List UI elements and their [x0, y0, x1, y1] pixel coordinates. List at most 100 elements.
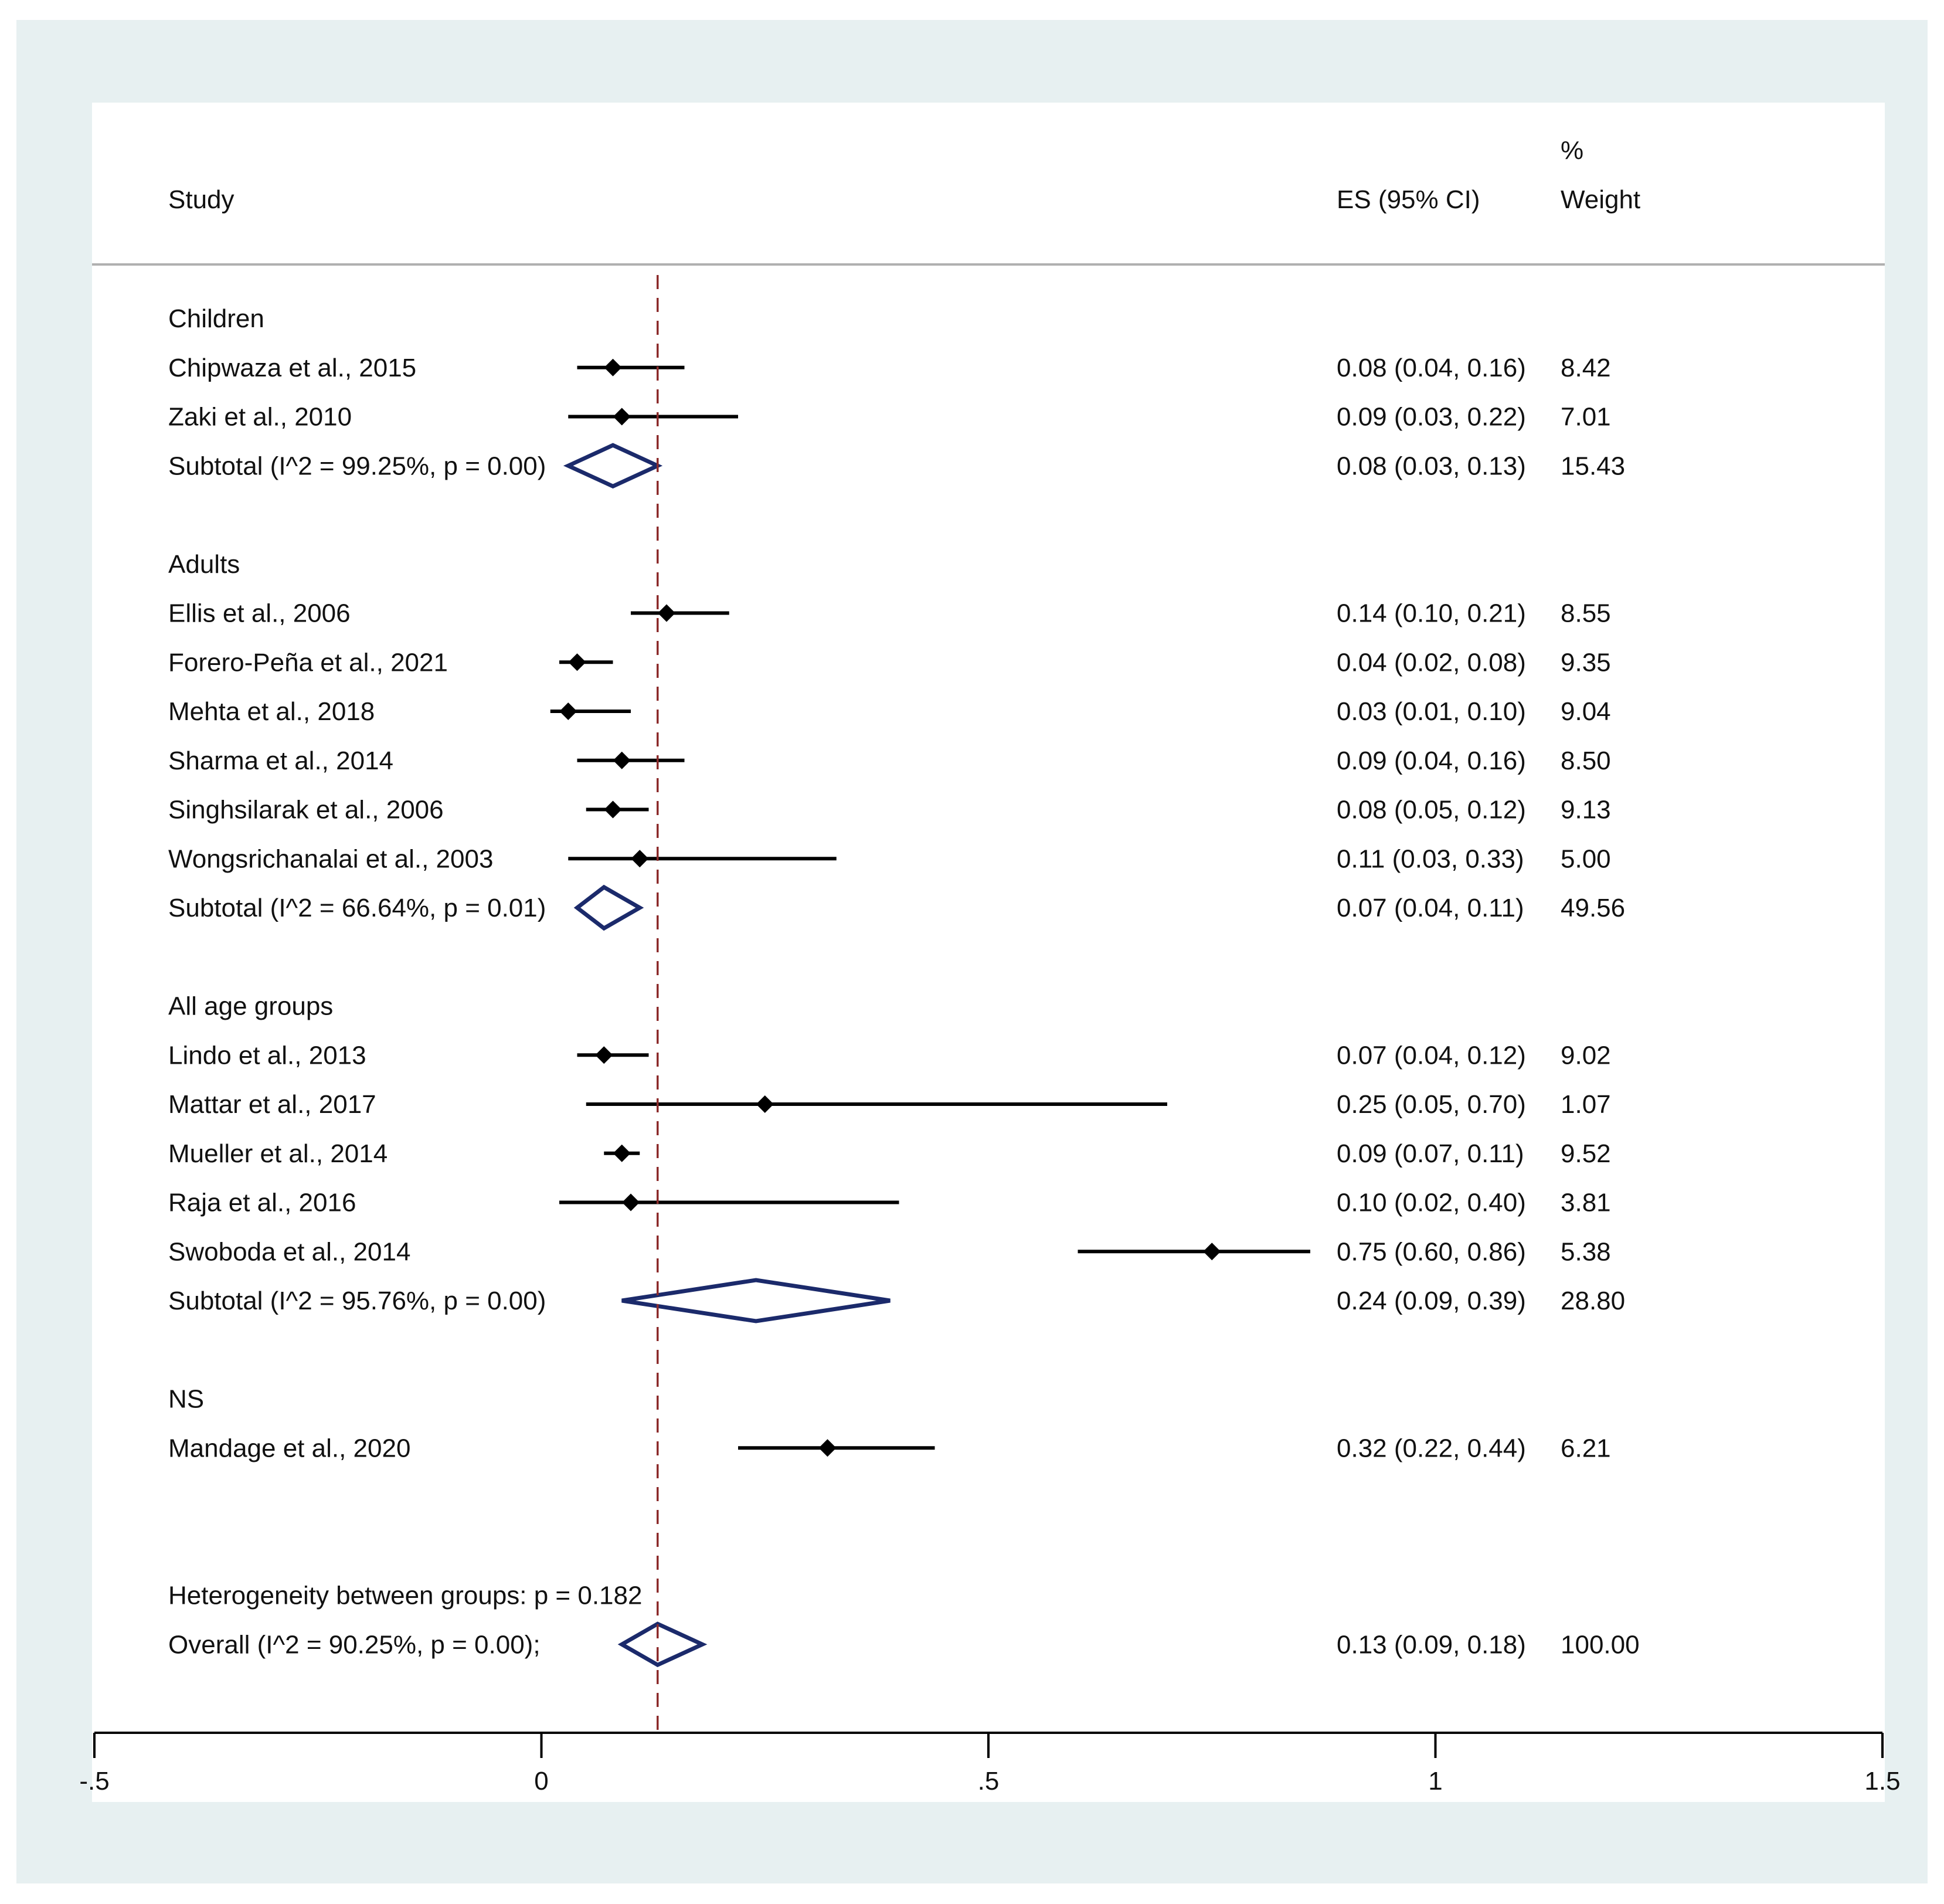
subtotal-row: Subtotal (I^2 = 95.76%, p = 0.00) 0.24 (0…: [168, 1278, 1625, 1323]
subtotal-es-ci: 0.24 (0.09, 0.39): [1337, 1287, 1526, 1315]
group-label: All age groups: [168, 992, 333, 1021]
study-es-ci: 0.11 (0.03, 0.33): [1337, 844, 1524, 873]
study-weight: 9.52: [1561, 1139, 1611, 1168]
heterogeneity-label: Heterogeneity between groups: p = 0.182: [168, 1581, 642, 1610]
study-row: Mattar et al., 2017 0.25 (0.05, 0.70) 1.07: [168, 1090, 1611, 1119]
study-weight: 7.01: [1561, 403, 1611, 432]
study-point: [604, 800, 622, 819]
figure-background: Study ES (95% CI) % Weight Children Chipw…: [16, 20, 1928, 1883]
study-row: Zaki et al., 2010 0.09 (0.03, 0.22) 7.01: [168, 403, 1611, 432]
study-row: Ellis et al., 2006 0.14 (0.10, 0.21) 8.55: [168, 599, 1611, 628]
x-tick-label: 1: [1428, 1767, 1442, 1796]
study-row: Mueller et al., 2014 0.09 (0.07, 0.11) 9.5…: [168, 1139, 1611, 1168]
study-row: Chipwaza et al., 2015 0.08 (0.04, 0.16) 8.…: [168, 354, 1611, 382]
group-1: Adults Ellis et al., 2006 0.14 (0.10, 0.21…: [168, 550, 1625, 931]
study-row: Wongsrichanalai et al., 2003 0.11 (0.03, …: [168, 844, 1611, 873]
study-label: Chipwaza et al., 2015: [168, 354, 416, 382]
study-weight: 9.04: [1561, 697, 1611, 726]
study-point: [622, 1193, 640, 1211]
study-row: Singhsilarak et al., 2006 0.08 (0.05, 0.1…: [168, 796, 1611, 824]
study-point: [756, 1095, 774, 1113]
study-weight: 3.81: [1561, 1189, 1611, 1217]
study-label: Raja et al., 2016: [168, 1189, 356, 1217]
overall-label: Overall (I^2 = 90.25%, p = 0.00);: [168, 1630, 541, 1659]
subtotal-weight: 49.56: [1561, 894, 1625, 922]
study-es-ci: 0.09 (0.07, 0.11): [1337, 1139, 1524, 1168]
x-tick-label: .5: [978, 1767, 1000, 1796]
group-label: Children: [168, 304, 264, 333]
study-point: [568, 653, 586, 671]
study-weight: 6.21: [1561, 1434, 1611, 1462]
study-row: Forero-Peña et al., 2021 0.04 (0.02, 0.08…: [168, 648, 1611, 677]
study-es-ci: 0.14 (0.10, 0.21): [1337, 599, 1526, 628]
study-es-ci: 0.03 (0.01, 0.10): [1337, 697, 1526, 726]
study-weight: 1.07: [1561, 1090, 1611, 1119]
study-point: [1203, 1243, 1221, 1261]
study-label: Mehta et al., 2018: [168, 697, 375, 726]
study-weight: 8.42: [1561, 354, 1611, 382]
header-study: Study: [168, 185, 234, 214]
subtotal-es-ci: 0.07 (0.04, 0.11): [1337, 894, 1524, 922]
study-es-ci: 0.07 (0.04, 0.12): [1337, 1041, 1526, 1070]
study-weight: 5.00: [1561, 844, 1611, 873]
x-tick-label: 1.5: [1864, 1767, 1900, 1796]
overall-diamond: [617, 1621, 708, 1668]
study-point: [818, 1439, 837, 1457]
header-weight-pct: %: [1561, 136, 1583, 165]
study-weight: 8.50: [1561, 746, 1611, 775]
study-row: Raja et al., 2016 0.10 (0.02, 0.40) 3.81: [168, 1189, 1611, 1217]
study-es-ci: 0.75 (0.60, 0.86): [1337, 1237, 1526, 1266]
study-weight: 9.35: [1561, 648, 1611, 677]
subtotal-diamond: [573, 884, 644, 931]
study-es-ci: 0.09 (0.03, 0.22): [1337, 403, 1526, 432]
study-row: Mehta et al., 2018 0.03 (0.01, 0.10) 9.04: [168, 697, 1611, 726]
study-point: [613, 408, 631, 426]
study-es-ci: 0.08 (0.05, 0.12): [1337, 796, 1526, 824]
study-point: [631, 850, 649, 868]
forest-plot: Study ES (95% CI) % Weight Children Chipw…: [79, 103, 1901, 1802]
group-3: NS Mandage et al., 2020 0.32 (0.22, 0.44) 6…: [168, 1385, 1611, 1463]
subtotal-label: Subtotal (I^2 = 66.64%, p = 0.01): [168, 894, 546, 922]
group-label: Adults: [168, 550, 240, 579]
study-label: Zaki et al., 2010: [168, 403, 352, 432]
subtotal-row: Subtotal (I^2 = 66.64%, p = 0.01) 0.07 (0…: [168, 884, 1625, 931]
study-weight: 8.55: [1561, 599, 1611, 628]
study-label: Mattar et al., 2017: [168, 1090, 376, 1119]
study-label: Ellis et al., 2006: [168, 599, 351, 628]
study-es-ci: 0.08 (0.04, 0.16): [1337, 354, 1526, 382]
rows-layer: Children Chipwaza et al., 2015 0.08 (0.04,…: [168, 304, 1640, 1668]
study-label: Wongsrichanalai et al., 2003: [168, 844, 493, 873]
study-label: Forero-Peña et al., 2021: [168, 648, 448, 677]
study-point: [595, 1046, 613, 1064]
study-label: Sharma et al., 2014: [168, 746, 393, 775]
subtotal-es-ci: 0.08 (0.03, 0.13): [1337, 452, 1526, 480]
study-es-ci: 0.09 (0.04, 0.16): [1337, 746, 1526, 775]
subtotal-label: Subtotal (I^2 = 99.25%, p = 0.00): [168, 452, 546, 480]
study-es-ci: 0.04 (0.02, 0.08): [1337, 648, 1526, 677]
study-row: Mandage et al., 2020 0.32 (0.22, 0.44) 6.2…: [168, 1434, 1611, 1462]
study-label: Swoboda et al., 2014: [168, 1237, 410, 1266]
subtotal-weight: 15.43: [1561, 452, 1625, 480]
x-axis-ticks: -.5 0 .5 1 1.5: [79, 1733, 1901, 1796]
study-weight: 9.02: [1561, 1041, 1611, 1070]
study-label: Lindo et al., 2013: [168, 1041, 366, 1070]
group-label: NS: [168, 1385, 204, 1414]
subtotal-label: Subtotal (I^2 = 95.76%, p = 0.00): [168, 1287, 546, 1315]
plot-area: [92, 103, 1885, 1802]
overall-weight: 100.00: [1561, 1630, 1640, 1659]
study-label: Mandage et al., 2020: [168, 1434, 410, 1462]
header-es: ES (95% CI): [1337, 185, 1480, 214]
study-point: [613, 751, 631, 769]
header-weight: Weight: [1561, 185, 1640, 214]
x-tick-label: -.5: [79, 1767, 109, 1796]
group-2: All age groups Lindo et al., 2013 0.07 (0.…: [168, 992, 1625, 1323]
study-label: Singhsilarak et al., 2006: [168, 796, 444, 824]
overall-row: Overall (I^2 = 90.25%, p = 0.00); 0.13 (0…: [168, 1621, 1640, 1668]
group-0: Children Chipwaza et al., 2015 0.08 (0.04,…: [168, 304, 1625, 489]
study-point: [604, 358, 622, 376]
study-row: Swoboda et al., 2014 0.75 (0.60, 0.86) 5.3…: [168, 1237, 1611, 1266]
study-point: [658, 604, 675, 622]
study-es-ci: 0.25 (0.05, 0.70): [1337, 1090, 1526, 1119]
study-es-ci: 0.32 (0.22, 0.44): [1337, 1434, 1526, 1462]
study-point: [613, 1144, 631, 1162]
